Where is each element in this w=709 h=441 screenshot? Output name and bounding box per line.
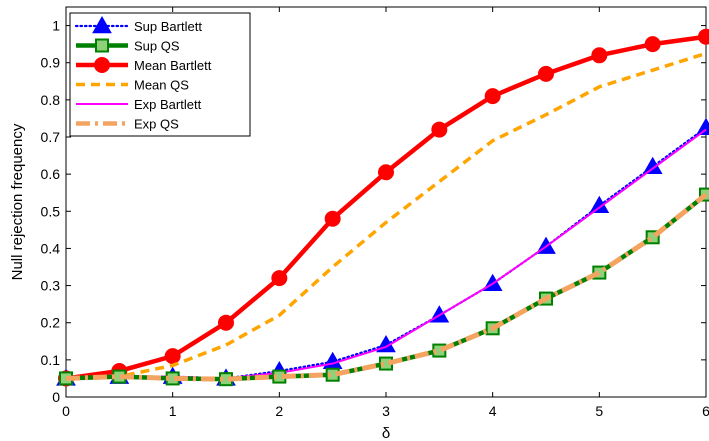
- y-axis-label: Null rejection frequency: [9, 123, 26, 280]
- y-tick-label: 0.3: [41, 278, 61, 294]
- legend-label-sup-qs: Sup QS: [134, 39, 180, 54]
- legend-mean-bartlett-marker: [94, 57, 110, 73]
- x-tick-label: 5: [595, 403, 603, 419]
- x-tick-label: 0: [62, 403, 70, 419]
- x-tick-label: 3: [382, 403, 390, 419]
- y-tick-label: 0.9: [41, 55, 61, 71]
- mean-bartlett-marker: [698, 28, 709, 45]
- y-tick-label: 1: [52, 18, 60, 34]
- mean-bartlett-marker: [644, 36, 661, 53]
- legend-label-mean-qs: Mean QS: [134, 78, 189, 93]
- y-tick-label: 0.6: [41, 166, 61, 182]
- x-axis-label: δ: [382, 425, 390, 441]
- mean-bartlett-marker: [271, 270, 288, 287]
- mean-bartlett-marker: [324, 210, 341, 227]
- y-tick-label: 0.5: [41, 203, 61, 219]
- y-tick-label: 0.7: [41, 129, 61, 145]
- series-layer: [56, 28, 709, 387]
- axes: 0 1 2 3 4 5 6 0 0.1 0.2 0.3 0.4 0.5 0.6 0.7 0.8 0.9 1: [41, 7, 709, 419]
- x-tick-label: 2: [275, 403, 283, 419]
- legend-box: [69, 12, 251, 137]
- y-tick-label: 0.8: [41, 92, 61, 108]
- x-tick-label: 4: [489, 403, 497, 419]
- legend: Sup Bartlett Sup QS Mean Bartlett Mean QS Ex…: [69, 12, 251, 137]
- mean-bartlett-marker: [164, 348, 181, 365]
- y-tick-label: 0: [52, 389, 60, 405]
- legend-sup-qs-marker: [95, 38, 109, 53]
- mean-bartlett-marker: [484, 88, 501, 105]
- mean-bartlett-marker: [378, 164, 394, 181]
- x-tick-label: 1: [169, 403, 177, 419]
- mean-bartlett-marker: [591, 47, 608, 64]
- legend-label-sup-bartlett: Sup Bartlett: [134, 19, 202, 34]
- legend-label-exp-qs: Exp QS: [134, 117, 179, 132]
- legend-sup-bartlett-marker: [92, 15, 112, 34]
- legend-label-mean-bartlett: Mean Bartlett: [134, 58, 212, 73]
- series-mean-qs: [65, 51, 707, 381]
- series-mean-bartlett: [58, 28, 709, 387]
- legend-label-exp-bartlett: Exp Bartlett: [134, 97, 202, 112]
- y-tick-label: 0.1: [41, 352, 61, 368]
- mean-bartlett-marker: [538, 65, 554, 82]
- mean-bartlett-marker: [431, 121, 448, 138]
- mean-bartlett-marker: [218, 314, 234, 331]
- x-tick-label: 6: [702, 403, 709, 419]
- y-tick-label: 0.4: [41, 240, 61, 256]
- mean-qs-line: [65, 51, 707, 381]
- y-tick-label: 0.2: [41, 315, 61, 331]
